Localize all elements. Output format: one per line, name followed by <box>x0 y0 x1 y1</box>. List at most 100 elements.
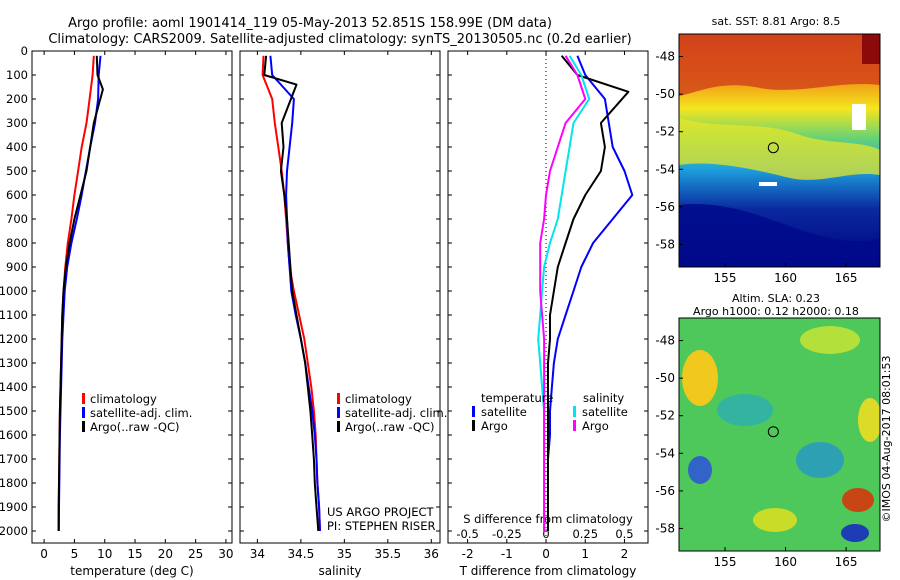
map-y-tick-label: -56 <box>655 484 675 498</box>
x-tick-label: 0 <box>542 547 550 561</box>
depth-tick-label: 1700 <box>0 452 28 466</box>
map-y-tick-label: -50 <box>655 87 675 101</box>
legend-swatch-s-argo <box>573 420 576 431</box>
depth-tick-label: 1200 <box>0 332 28 346</box>
x-tick-label: 25 <box>188 547 203 561</box>
series-line-sal_argo <box>539 55 587 531</box>
series-line-argo <box>57 55 104 531</box>
depth-tick-label: 400 <box>6 140 28 154</box>
depth-tick-label: 1900 <box>0 500 28 514</box>
series-line-satellite <box>547 55 634 531</box>
sst-profile-marker <box>767 142 779 154</box>
depth-tick-label: 0 <box>21 44 28 58</box>
map-x-tick-label: 160 <box>774 555 797 569</box>
top-tick-label: 0.25 <box>572 527 598 541</box>
temperature-legend: climatology satellite-adj. clim. Argo(..… <box>82 392 192 434</box>
depth-tick-label: 300 <box>6 116 28 130</box>
sla-anomaly <box>842 488 874 512</box>
sla-map: Altim. SLA: 0.23 Argo h1000: 0.12 h2000:… <box>655 292 881 569</box>
x-tick-label: 35.5 <box>374 547 401 561</box>
series-line-argo <box>263 55 320 532</box>
difference-legend: temperature salinity satellite Argo sate… <box>472 391 628 433</box>
depth-tick-label: 800 <box>6 236 28 250</box>
x-tick-label: 20 <box>158 547 173 561</box>
plot-frame <box>239 50 441 544</box>
sla-profile-marker <box>767 426 779 438</box>
top-tick-label: 0.5 <box>615 527 633 541</box>
depth-tick-label: 1800 <box>0 476 28 490</box>
map-x-tick-label: 165 <box>835 555 858 569</box>
legend-argo: Argo(..raw -QC) <box>345 420 435 434</box>
project-note-line1: US ARGO PROJECT <box>327 505 435 519</box>
sst-warm-region <box>679 34 880 96</box>
depth-tick-label: 200 <box>6 92 28 106</box>
sla-anomaly <box>841 524 869 542</box>
legend-climatology: climatology <box>90 392 157 406</box>
sst-map-frame <box>678 33 881 268</box>
temperature-panel: 0 5 10 15 20 25 30 temperature (deg C) <box>31 50 234 578</box>
sla-anomaly <box>688 456 712 484</box>
sla-anomaly <box>800 326 860 354</box>
x-tick-label: 34.5 <box>288 547 315 561</box>
x-tick-label: 10 <box>97 547 112 561</box>
x-axis-label: T difference from climatology <box>459 564 637 578</box>
legend-satellite: satellite-adj. clim. <box>345 406 447 420</box>
legend-climatology: climatology <box>345 392 412 406</box>
salinity-legend: climatology satellite-adj. clim. Argo(..… <box>327 392 447 533</box>
x-axis-label: temperature (deg C) <box>70 564 193 578</box>
figure-title-line1: Argo profile: aoml 1901414_119 05-May-20… <box>68 16 552 31</box>
sla-anomaly <box>753 508 797 532</box>
depth-tick-label: 1300 <box>0 356 28 370</box>
depth-axis-labels: 0 100 200 300 400 500 600 700 800 900 1000 1100 1200… <box>0 44 28 538</box>
project-note-line2: PI: STEPHEN RISER <box>327 519 436 533</box>
sst-missing-data <box>759 182 777 186</box>
figure-title-line2: Climatology: CARS2009. Satellite-adjuste… <box>48 32 631 47</box>
legend-satellite: satellite-adj. clim. <box>90 406 192 420</box>
legend-swatch-argo <box>337 421 340 432</box>
map-x-tick-label: 155 <box>714 555 737 569</box>
legend-t-satellite: satellite <box>481 405 527 419</box>
legend-salinity-header: salinity <box>583 391 624 405</box>
plot-frame <box>447 50 649 544</box>
sla-map-frame <box>678 317 881 552</box>
legend-s-argo: Argo <box>582 419 609 433</box>
depth-tick-label: 900 <box>6 260 28 274</box>
sla-map-title: Altim. SLA: 0.23 <box>732 292 820 305</box>
depth-tick-label: 1600 <box>0 428 28 442</box>
legend-argo: Argo(..raw -QC) <box>90 420 180 434</box>
salinity-panel: 34 34.5 35 35.5 36 salinity <box>239 50 441 578</box>
map-y-tick-label: -54 <box>655 446 675 460</box>
map-y-tick-label: -58 <box>655 237 675 251</box>
sst-yellow-band <box>679 118 880 180</box>
legend-swatch-s-satellite <box>573 406 576 417</box>
map-x-tick-label: 165 <box>835 271 858 285</box>
depth-tick-label: 700 <box>6 212 28 226</box>
map-y-tick-label: -52 <box>655 409 675 423</box>
sla-map-subtitle: Argo h1000: 0.12 h2000: 0.18 <box>693 305 859 318</box>
legend-swatch-t-argo <box>472 420 475 431</box>
sst-dark-red-corner <box>862 34 880 64</box>
map-x-tick-label: 160 <box>774 271 797 285</box>
x-tick-label: 0 <box>40 547 48 561</box>
legend-swatch-climatology <box>82 393 85 404</box>
depth-tick-label: 1500 <box>0 404 28 418</box>
sla-anomaly <box>858 398 880 442</box>
x-tick-label: 30 <box>218 547 233 561</box>
depth-tick-label: 1100 <box>0 308 28 322</box>
x-tick-label: 5 <box>71 547 79 561</box>
x-tick-label: -2 <box>462 547 474 561</box>
map-y-tick-label: -54 <box>655 162 675 176</box>
difference-panel: -2 -1 0 1 2 T difference from climatology -0.5… <box>447 50 649 578</box>
map-y-tick-label: -52 <box>655 125 675 139</box>
legend-swatch-argo <box>82 421 85 432</box>
sst-map-axes: 155 160 165 -48 -50 -52 -54 -56 -58 <box>655 50 857 285</box>
x-tick-label: -1 <box>501 547 513 561</box>
map-y-tick-label: -48 <box>655 334 675 348</box>
x-tick-label: 2 <box>621 547 629 561</box>
legend-swatch-t-satellite <box>472 406 475 417</box>
depth-tick-label: 1400 <box>0 380 28 394</box>
x-tick-label: 35 <box>337 547 352 561</box>
map-y-tick-label: -56 <box>655 200 675 214</box>
sst-missing-data <box>852 104 866 130</box>
